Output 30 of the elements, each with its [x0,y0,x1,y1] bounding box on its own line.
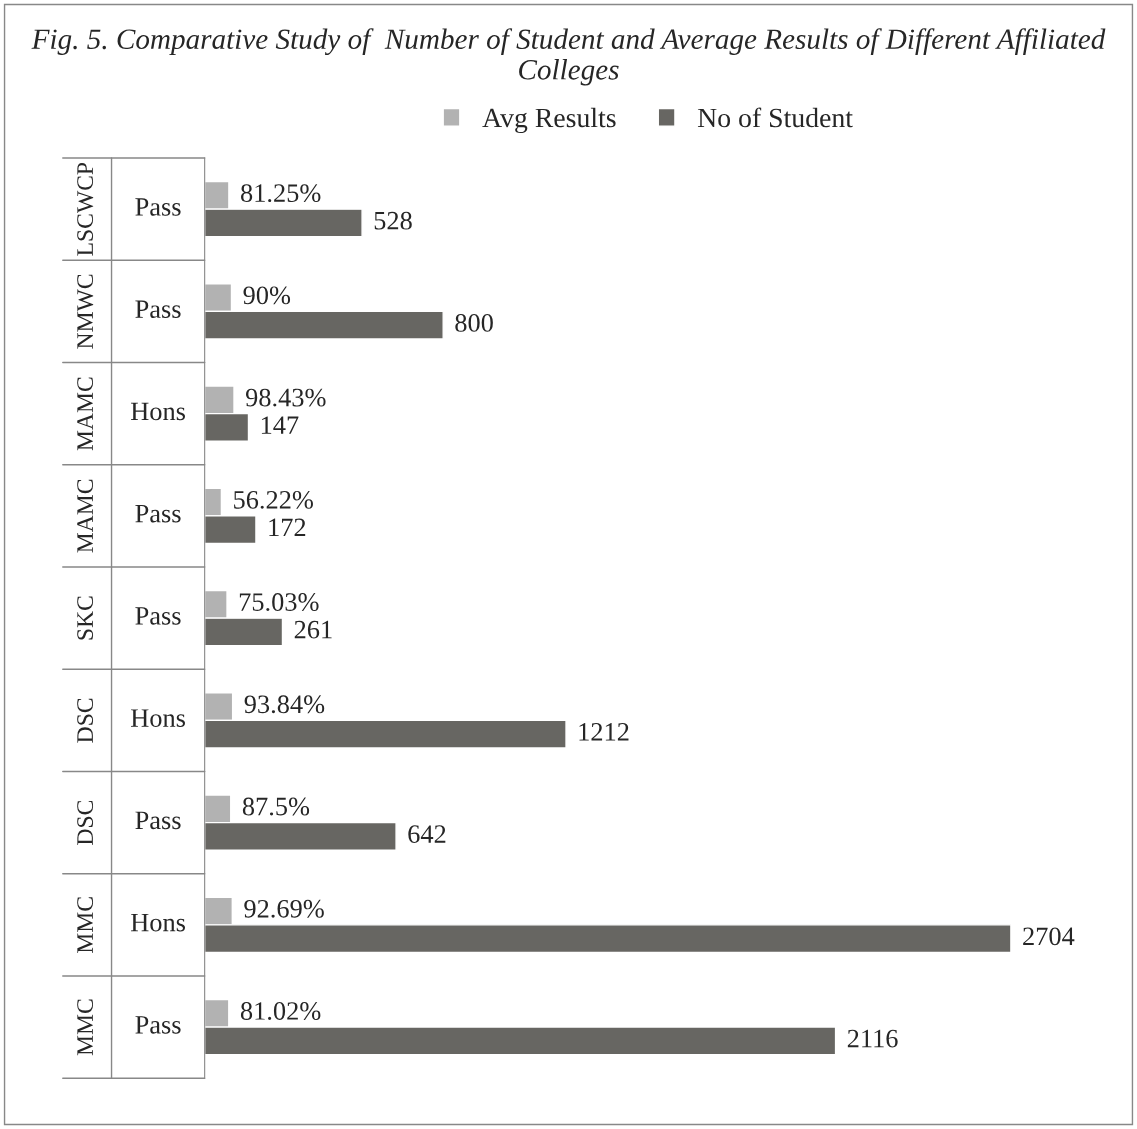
data-label: 81.02% [240,1002,321,1020]
data-label: 2116 [847,1029,898,1048]
data-label: 56.22% [234,490,313,509]
data-label: 87.5% [242,797,310,816]
category-label: DSC Pass [77,800,181,845]
category-label: MMC Pass [77,999,181,1056]
data-label: 98.43% [245,388,326,407]
data-label: 90% [243,286,291,305]
data-label: 147 [261,416,299,434]
category-label: SKC Pass [77,596,181,640]
data-label: 92.69% [244,899,324,918]
data-label: 2704 [1023,927,1075,946]
legend-label: Avg Results [482,107,616,134]
data-label: 642 [408,825,446,844]
chart-title: Fig. 5. Comparative Study of Number of Student and Average Results of Different Affiliated Colleges [31,28,1106,86]
data-label: 1212 [579,723,629,741]
category-label: MAMC Hons [77,377,185,451]
category-label: MMC Hons [77,897,185,954]
data-label: 75.03% [239,593,319,612]
data-label: 93.84% [244,695,325,714]
legend-label: No of Student [697,107,853,128]
category-label: MAMC Pass [77,479,181,553]
category-label: LSCWCP Pass [77,162,181,256]
data-label: 172 [269,518,306,537]
category-label: DSC Hons [77,698,185,743]
data-label: 261 [294,620,332,639]
category-label: NMWC Pass [77,274,181,349]
data-label: 528 [374,211,412,230]
data-label: 800 [455,314,493,332]
data-label: 81.25% [241,184,321,203]
